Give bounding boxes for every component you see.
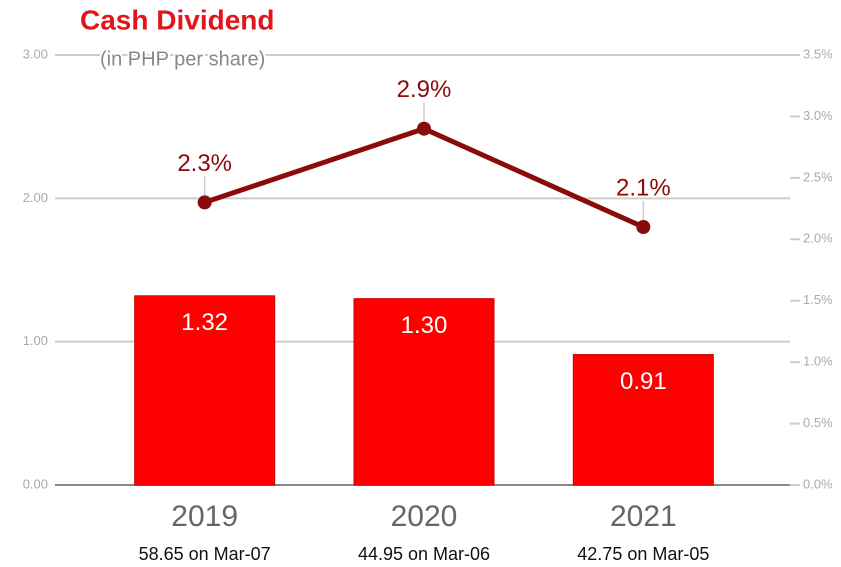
bar-value-label: 0.91 [620, 368, 667, 395]
y2-tick-label: 3.0% [803, 108, 833, 123]
y2-tick-label: 0.5% [803, 415, 833, 430]
y2-tick-label: 3.5% [803, 46, 833, 61]
chart-subtitle: (in PHP per share) [100, 48, 265, 70]
line-point [417, 121, 431, 136]
x-tick-label: 2019 [171, 500, 238, 533]
bar-value-label: 1.30 [401, 312, 448, 339]
x-sublabel: 58.65 on Mar-07 [139, 544, 271, 564]
line-value-label: 2.9% [397, 76, 452, 103]
y2-tick-label: 2.0% [803, 231, 833, 246]
line-value-label: 2.1% [616, 174, 671, 201]
bar [572, 354, 714, 486]
line-point [197, 195, 212, 210]
y2-tick-label: 1.0% [803, 354, 833, 369]
x-sublabel: 42.75 on Mar-05 [577, 544, 709, 564]
x-tick-label: 2020 [391, 500, 458, 533]
chart-title: Cash Dividend [80, 4, 274, 35]
line [203, 126, 645, 230]
y2-tick-label: 0.0% [803, 476, 833, 491]
bar [134, 295, 276, 486]
line-value-label: 2.3% [177, 150, 232, 177]
y-tick-label: 3.00 [23, 46, 48, 61]
bar [353, 298, 495, 486]
line-point [636, 220, 651, 234]
y-tick-label: 1.00 [23, 333, 48, 348]
marks [134, 126, 714, 486]
bar-value-label: 1.32 [181, 309, 228, 336]
y2-tick-label: 2.5% [803, 169, 833, 184]
y2-tick-label: 1.5% [803, 292, 833, 307]
y-tick-label: 0.00 [23, 476, 48, 491]
x-tick-label: 2021 [610, 500, 677, 533]
y-tick-label: 2.00 [23, 190, 48, 205]
x-sublabel: 44.95 on Mar-06 [358, 544, 490, 564]
